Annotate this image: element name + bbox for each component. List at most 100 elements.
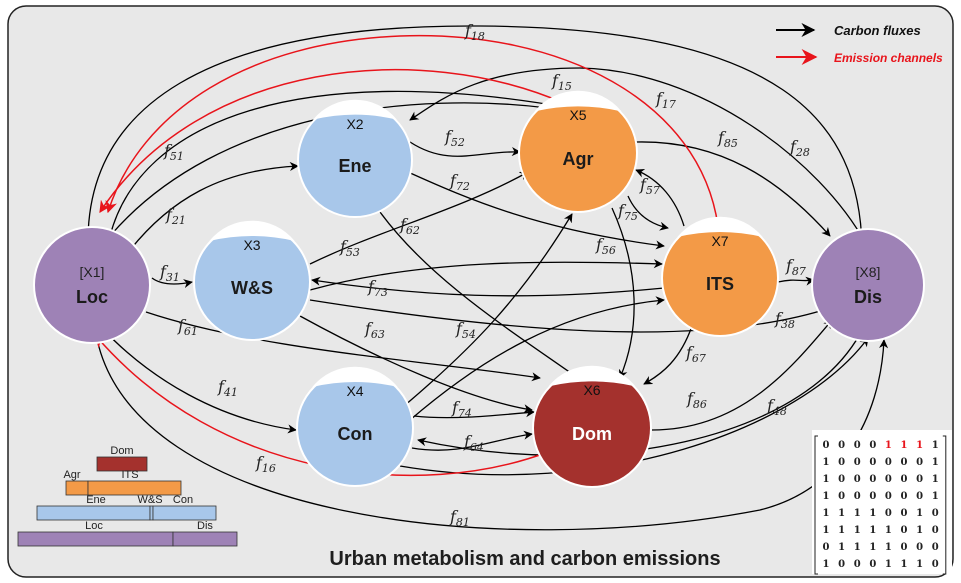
flow-label-f31: f31: [159, 262, 180, 284]
adjacency-matrix: 0 0 0 0 1 1 1 11 0 0 0 0 0 0 11 0 0 0 0 0 0 11 0 0 0 0 0 0 11 1 1 1 0 0 1 0…: [812, 430, 952, 575]
flow-label-f87: f87: [785, 256, 806, 278]
matrix-cell: 0: [854, 440, 861, 451]
matrix-cell: 0: [838, 474, 845, 485]
node-cap: [209, 220, 295, 242]
node-cap: [548, 365, 636, 387]
nodes: [X1] Loc X2 Ene X3 W&S X4 Con X5 Agr X6 Dom X7 ITS [X8…: [33, 90, 925, 488]
flow-edge: [399, 337, 869, 476]
flow-label-f51: f51: [163, 141, 184, 163]
matrix-cell: 1: [885, 440, 892, 451]
pyramid-label: Agr: [63, 469, 80, 481]
matrix-cell: 1: [885, 525, 892, 536]
flow-edge: [309, 171, 529, 265]
flow-edge: [627, 195, 669, 231]
flow-label-f63: f63: [364, 319, 385, 341]
flow-label-f61: f61: [177, 316, 198, 338]
matrix-cell: 1: [932, 457, 939, 468]
pyramid-bar: [96, 456, 148, 472]
matrix-cell: 1: [885, 542, 892, 553]
pyramid-label: ITS: [121, 469, 138, 481]
pyramid-label: Dom: [110, 445, 133, 457]
node-id: X4: [346, 383, 363, 399]
matrix-bracket-left: [814, 435, 818, 575]
matrix-cell: 1: [869, 508, 876, 519]
matrix-cell: 1: [916, 440, 923, 451]
matrix-cell: 1: [838, 525, 845, 536]
flow-edge: [109, 90, 571, 237]
matrix-cell: 1: [838, 542, 845, 553]
flow-label-f48: f48: [766, 396, 787, 418]
matrix-cell: 0: [901, 542, 908, 553]
pyramid-bar: [172, 531, 238, 547]
diagram-title: Urban metabolism and carbon emissions: [329, 548, 720, 570]
emission-edge: [99, 69, 567, 214]
pyramid-label: W&S: [137, 494, 162, 506]
flow-label-f85: f85: [717, 128, 738, 150]
matrix-cell: 1: [916, 508, 923, 519]
matrix-cell: 1: [823, 491, 830, 502]
node-label: Agr: [563, 149, 594, 169]
node-label: W&S: [231, 278, 273, 298]
node-circle: [33, 226, 151, 344]
flow-label-f86: f86: [686, 389, 707, 411]
flow-edge: [635, 141, 831, 237]
matrix-cell: 1: [916, 559, 923, 570]
pyramid-bar: [36, 505, 151, 521]
carbon-legend-label: Carbon fluxes: [834, 23, 921, 38]
matrix-cell: 1: [932, 440, 939, 451]
matrix-cell: 0: [916, 542, 923, 553]
flow-label-f18: f18: [464, 21, 485, 43]
flow-edge: [403, 213, 573, 407]
flow-edge: [145, 311, 541, 382]
node-cap: [534, 90, 622, 112]
matrix-cell: 1: [838, 508, 845, 519]
matrix-cell: 0: [869, 491, 876, 502]
flow-edge: [129, 161, 299, 251]
node-id: X5: [569, 107, 586, 123]
matrix-cell: 1: [854, 508, 861, 519]
pyramid-label: Ene: [86, 494, 106, 506]
flow-edge: [777, 276, 815, 286]
emission-legend-label: Emission channels: [834, 51, 943, 65]
node-id: X2: [346, 116, 363, 132]
node-id: [X8]: [856, 264, 881, 280]
flow-label-f81: f81: [449, 507, 470, 529]
matrix-background: [812, 430, 952, 574]
flow-edge: [409, 141, 521, 157]
matrix-cell: 0: [885, 457, 892, 468]
flow-label-f38: f38: [774, 309, 795, 331]
matrix-cell: 0: [854, 559, 861, 570]
matrix-cell: 0: [838, 559, 845, 570]
matrix-cell: 1: [823, 559, 830, 570]
matrix-cell: 1: [932, 474, 939, 485]
pyramid-row: Agr ITS: [63, 469, 182, 496]
flow-edge: [409, 67, 867, 245]
pyramid-bar: [149, 505, 154, 521]
matrix-cell: 0: [869, 474, 876, 485]
node-cap: [677, 216, 763, 238]
matrix-cell: 0: [885, 508, 892, 519]
flow-label-f64: f64: [463, 432, 484, 454]
flow-edge: [309, 259, 663, 291]
node-label: ITS: [706, 274, 734, 294]
flow-label-f62: f62: [399, 215, 420, 237]
matrix-cell: 1: [823, 525, 830, 536]
matrix-bracket-right: [942, 435, 947, 575]
matrix-cell: 1: [901, 440, 908, 451]
matrix-cell: 0: [916, 474, 923, 485]
matrix-cell: 0: [901, 457, 908, 468]
matrix-cell: 0: [901, 525, 908, 536]
node-cap: [313, 99, 397, 120]
matrix-cell: 0: [885, 491, 892, 502]
node-ene: X2 Ene: [297, 99, 413, 218]
flow-edge: [309, 299, 831, 333]
node-loc: [X1] Loc: [33, 226, 151, 344]
emission-edge: [105, 34, 719, 227]
flow-label-f21: f21: [165, 205, 186, 227]
legend: Carbon fluxes Emission channels: [776, 23, 943, 65]
flow-edge: [643, 325, 693, 385]
matrix-cell: 0: [854, 491, 861, 502]
matrix-cell: 1: [823, 474, 830, 485]
flow-edges: [83, 25, 889, 531]
flow-edge: [411, 430, 533, 451]
